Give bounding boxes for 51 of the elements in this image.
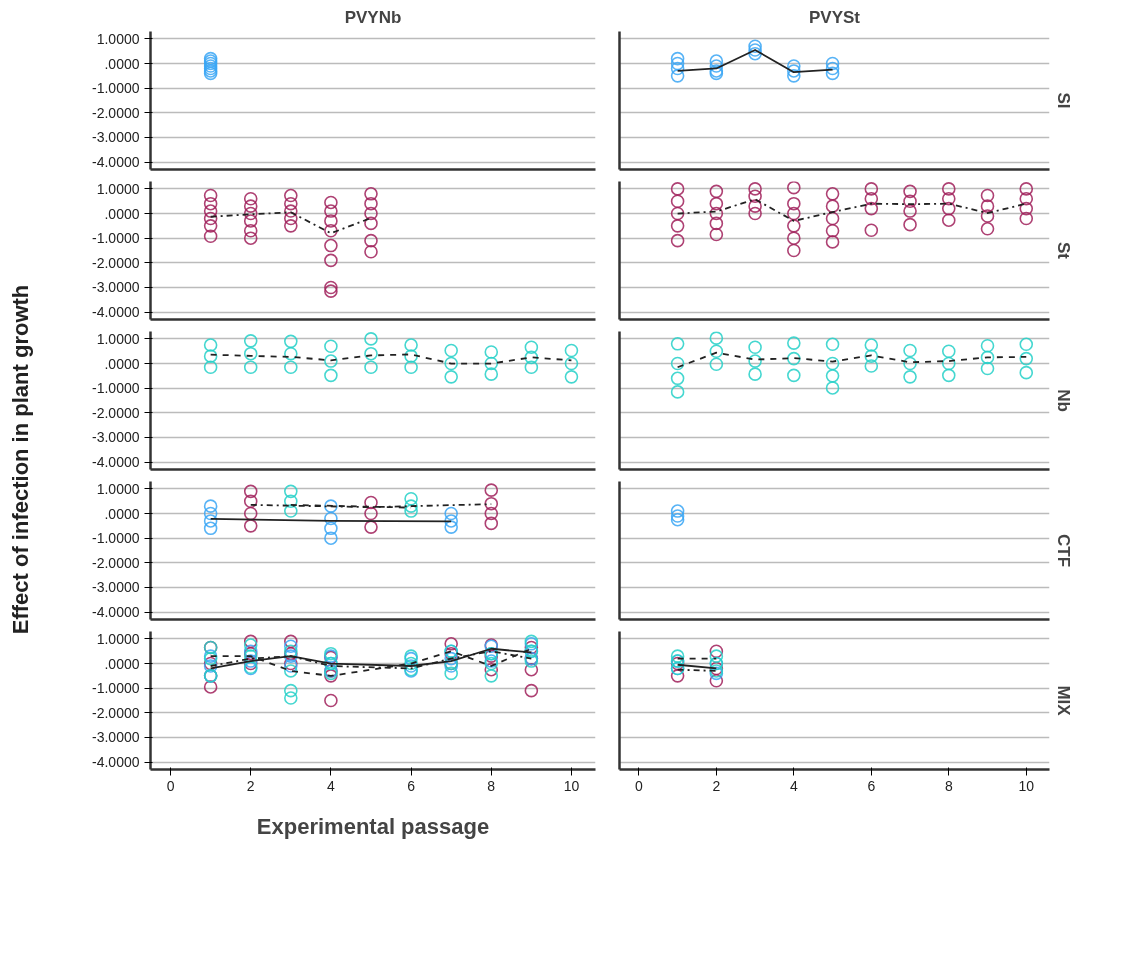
x-tick-label: 10 bbox=[1018, 777, 1035, 794]
y-tick-label: 1.0000 bbox=[96, 630, 140, 647]
y-tick-label: 1.0000 bbox=[96, 480, 140, 497]
x-tick-label: 4 bbox=[789, 777, 798, 794]
y-tick-label: -2.0000 bbox=[92, 254, 140, 271]
y-tick-label: -2.0000 bbox=[92, 404, 140, 421]
x-tick-label: 0 bbox=[634, 777, 643, 794]
y-tick-label: -2.0000 bbox=[92, 104, 140, 121]
x-tick-label: 4 bbox=[327, 777, 336, 794]
y-tick-label: -4.0000 bbox=[92, 154, 140, 171]
y-tick-label: .0000 bbox=[104, 505, 140, 522]
y-tick-label: -1.0000 bbox=[92, 230, 140, 247]
y-tick-label: 1.0000 bbox=[96, 180, 140, 197]
y-tick-label: -3.0000 bbox=[92, 279, 140, 296]
x-tick-label: 0 bbox=[166, 777, 175, 794]
x-tick-label: 10 bbox=[563, 777, 580, 794]
y-tick-label: -2.0000 bbox=[92, 704, 140, 721]
y-tick-label: -3.0000 bbox=[92, 129, 140, 146]
y-tick-label: -4.0000 bbox=[92, 754, 140, 771]
y-tick-label: -1.0000 bbox=[92, 680, 140, 697]
y-tick-label: -3.0000 bbox=[92, 579, 140, 596]
y-tick-label: .0000 bbox=[104, 205, 140, 222]
x-tick-label: 6 bbox=[867, 777, 876, 794]
y-tick-label: -4.0000 bbox=[92, 454, 140, 471]
x-tick-label: 8 bbox=[487, 777, 496, 794]
y-tick-label: -3.0000 bbox=[92, 729, 140, 746]
x-tick-label: 2 bbox=[246, 777, 255, 794]
y-tick-label: 1.0000 bbox=[96, 330, 140, 347]
y-tick-label: -4.0000 bbox=[92, 604, 140, 621]
y2-axis-title: St bbox=[1053, 242, 1073, 260]
y2-axis-title: SI bbox=[1053, 92, 1073, 109]
y-tick-label: 1.0000 bbox=[96, 30, 140, 47]
y2-axis-title: CTF bbox=[1053, 533, 1073, 568]
y-tick-label: -1.0000 bbox=[92, 530, 140, 547]
y-tick-label: -1.0000 bbox=[92, 80, 140, 97]
y-tick-label: .0000 bbox=[104, 655, 140, 672]
chart-title: PVYNb bbox=[344, 7, 402, 27]
chart-title: PVYSt bbox=[808, 7, 861, 27]
y-tick-label: -2.0000 bbox=[92, 554, 140, 571]
y-tick-label: .0000 bbox=[104, 55, 140, 72]
y-tick-label: -1.0000 bbox=[92, 380, 140, 397]
x-tick-label: 8 bbox=[944, 777, 953, 794]
y-tick-label: -4.0000 bbox=[92, 304, 140, 321]
y-tick-label: .0000 bbox=[104, 355, 140, 372]
y2-axis-title: MIX bbox=[1053, 685, 1073, 717]
y2-axis-title: Nb bbox=[1053, 389, 1073, 412]
y-axis-title: Effect of infection in plant growth bbox=[8, 284, 33, 635]
y-tick-label: -3.0000 bbox=[92, 429, 140, 446]
x-tick-label: 2 bbox=[712, 777, 721, 794]
x-tick-label: 6 bbox=[407, 777, 416, 794]
x-axis-title: Experimental passage bbox=[256, 813, 490, 839]
